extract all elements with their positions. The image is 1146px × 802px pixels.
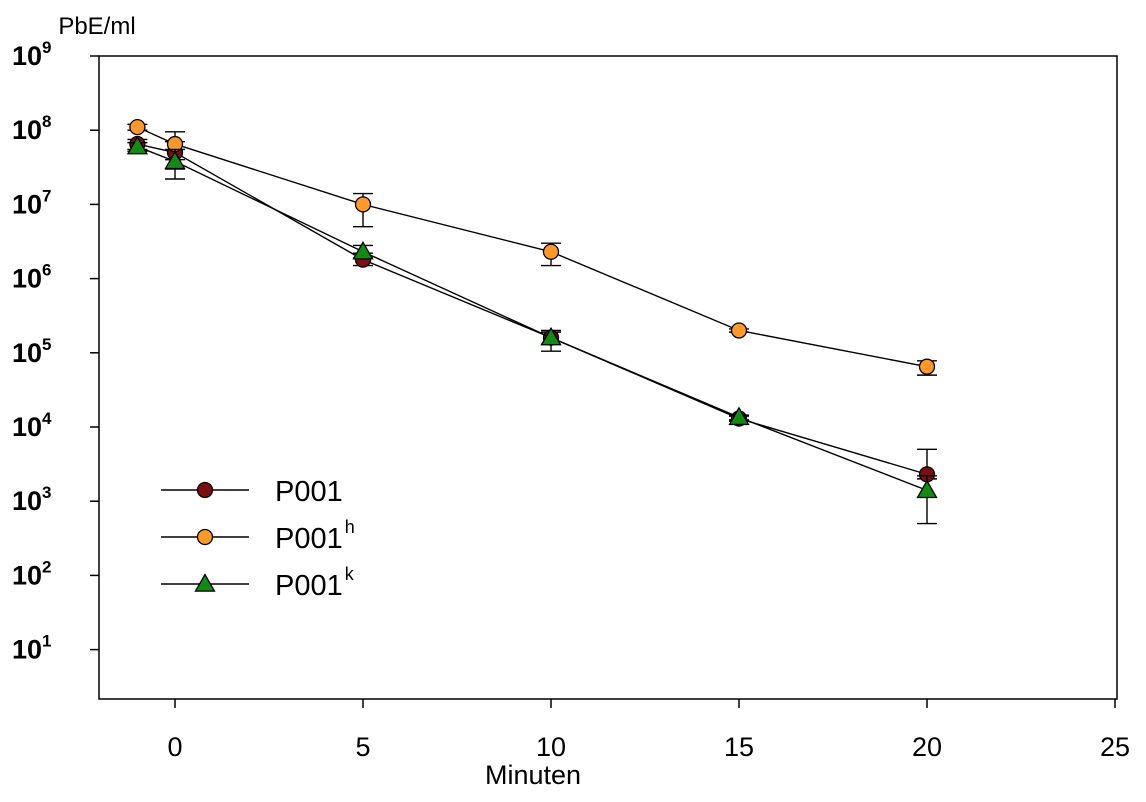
series-line	[137, 146, 928, 492]
data-point	[354, 196, 372, 213]
y-tick-label: 101	[12, 632, 52, 665]
y-tick-label: 105	[12, 335, 52, 368]
y-axis: 101 102 103 104 105 106 107 108 109	[12, 38, 99, 665]
legend: P001 P001 h P001 k	[161, 476, 355, 602]
y-tick-label: 108	[12, 112, 52, 145]
y-tick-label: 102	[12, 557, 52, 590]
legend-item: P001 h	[161, 517, 355, 555]
data-point	[164, 150, 186, 170]
data-point	[540, 326, 562, 346]
y-axis-label: PbE/ml	[58, 13, 135, 40]
series-P001h	[127, 118, 937, 376]
y-tick-label: 109	[12, 38, 52, 71]
x-axis: 0 5 10 15 20 25	[167, 699, 1130, 762]
series-P001	[127, 135, 937, 483]
series-line	[137, 126, 928, 368]
data-point	[542, 243, 560, 260]
series-P001k	[126, 135, 938, 525]
legend-label: P001 h	[275, 517, 355, 555]
legend-marker	[196, 481, 214, 499]
y-tick-label: 103	[12, 483, 52, 516]
x-tick-label: 0	[167, 732, 182, 762]
data-point	[918, 358, 936, 375]
series-layer	[126, 118, 938, 525]
x-tick-label: 20	[912, 732, 942, 762]
x-tick-label: 10	[536, 732, 566, 762]
legend-item: P001 k	[161, 564, 355, 602]
x-tick-label: 25	[1100, 732, 1130, 762]
data-point	[916, 479, 938, 499]
plot-frame	[98, 55, 1118, 700]
y-tick-label: 104	[12, 409, 52, 442]
x-tick-label: 5	[355, 732, 370, 762]
data-point	[728, 406, 750, 426]
legend-marker	[196, 528, 214, 546]
data-point	[352, 240, 374, 260]
data-point	[730, 322, 748, 339]
legend-label: P001	[275, 476, 343, 508]
x-tick-label: 15	[724, 732, 754, 762]
y-tick-label: 107	[12, 186, 52, 219]
legend-marker	[194, 573, 216, 592]
data-point	[126, 135, 149, 155]
legend-item: P001	[161, 476, 343, 508]
y-tick-label: 106	[12, 261, 52, 294]
data-point	[129, 118, 146, 136]
x-axis-label: Minuten	[485, 760, 581, 790]
series-line	[137, 143, 928, 476]
legend-label: P001 k	[275, 564, 355, 602]
